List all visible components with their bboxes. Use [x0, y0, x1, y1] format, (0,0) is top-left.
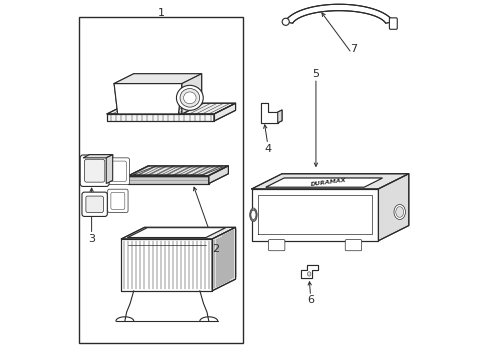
Ellipse shape: [395, 207, 403, 217]
FancyBboxPatch shape: [107, 189, 128, 212]
Ellipse shape: [176, 85, 203, 111]
Polygon shape: [127, 228, 225, 238]
Polygon shape: [121, 227, 235, 239]
Text: 6: 6: [306, 296, 313, 305]
FancyBboxPatch shape: [80, 155, 109, 186]
Polygon shape: [128, 176, 208, 184]
Polygon shape: [300, 265, 317, 278]
Text: 7: 7: [349, 44, 356, 54]
Text: 2: 2: [212, 244, 219, 253]
Polygon shape: [212, 227, 235, 291]
FancyBboxPatch shape: [268, 240, 285, 251]
Text: 1: 1: [158, 8, 165, 18]
Ellipse shape: [249, 208, 257, 222]
Polygon shape: [83, 155, 112, 158]
Polygon shape: [107, 114, 214, 121]
Polygon shape: [260, 103, 277, 123]
Ellipse shape: [307, 272, 310, 276]
FancyBboxPatch shape: [109, 161, 126, 181]
Text: 4: 4: [264, 144, 271, 154]
Polygon shape: [265, 178, 382, 187]
Ellipse shape: [250, 210, 255, 220]
FancyBboxPatch shape: [345, 240, 361, 251]
Polygon shape: [114, 84, 182, 114]
Circle shape: [282, 18, 289, 25]
Text: 3: 3: [88, 234, 95, 244]
Text: 5: 5: [312, 69, 319, 79]
Polygon shape: [182, 74, 201, 114]
Polygon shape: [107, 103, 235, 114]
Polygon shape: [214, 103, 235, 121]
Polygon shape: [208, 166, 228, 184]
Polygon shape: [128, 166, 228, 176]
Ellipse shape: [180, 89, 199, 107]
FancyBboxPatch shape: [86, 196, 103, 212]
Polygon shape: [114, 74, 201, 84]
Bar: [80, 18, 242, 342]
FancyBboxPatch shape: [106, 158, 129, 185]
Polygon shape: [251, 189, 378, 241]
FancyBboxPatch shape: [111, 192, 124, 209]
Text: DURAMAX: DURAMAX: [309, 178, 346, 187]
Polygon shape: [285, 4, 392, 23]
Ellipse shape: [183, 92, 196, 104]
Polygon shape: [121, 239, 212, 291]
FancyBboxPatch shape: [82, 192, 107, 216]
Ellipse shape: [393, 204, 405, 220]
FancyBboxPatch shape: [388, 18, 396, 29]
FancyBboxPatch shape: [84, 159, 104, 182]
Polygon shape: [378, 174, 408, 241]
Ellipse shape: [250, 209, 256, 221]
Polygon shape: [277, 110, 282, 123]
Polygon shape: [251, 174, 408, 189]
Polygon shape: [106, 155, 112, 184]
